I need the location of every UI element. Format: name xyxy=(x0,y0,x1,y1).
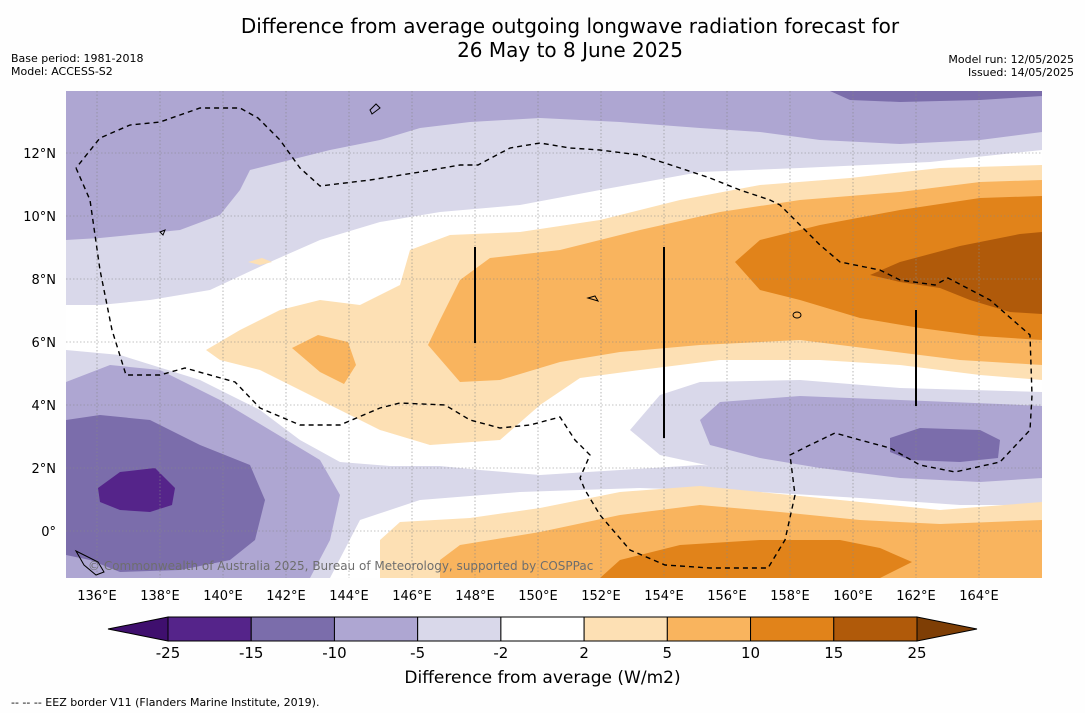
lon-tick-154e: 154°E xyxy=(644,589,684,604)
map-title: Difference from average outgoing longwav… xyxy=(0,14,1085,62)
island-outline xyxy=(586,295,600,302)
positive-region-small-patch xyxy=(292,335,356,384)
colorbar-segments xyxy=(167,616,918,642)
colorbar-labels: -25 -15 -10 -5 -2 2 5 10 15 25 xyxy=(156,644,927,662)
coastlines xyxy=(74,103,802,576)
lat-tick-12n: 12°N xyxy=(23,147,56,162)
lat-ticks: 12°N 10°N 8°N 6°N 4°N 2°N 0° xyxy=(23,147,56,540)
issued-date: Issued: 14/05/2025 xyxy=(967,66,1074,79)
positive-region-south-dark xyxy=(600,540,912,578)
colorbar-tick-label: -10 xyxy=(322,644,347,662)
lon-tick-150e: 150°E xyxy=(518,589,558,604)
colorbar-tick-label: 2 xyxy=(579,644,589,662)
lon-tick-148e: 148°E xyxy=(455,589,495,604)
eez-legend-footnote: -- -- -- EEZ border V11 (Flanders Marine… xyxy=(11,696,320,709)
lon-ticks: 136°E 138°E 140°E 142°E 144°E 146°E 148°… xyxy=(77,589,999,604)
eez-border xyxy=(75,107,1033,569)
lat-tick-2n: 2°N xyxy=(32,462,57,477)
negative-region-north-dark xyxy=(830,91,1042,102)
colorbar: -25 -15 -10 -5 -2 2 5 10 15 25 xyxy=(107,616,978,662)
title-line-1: Difference from average outgoing longwav… xyxy=(240,14,900,38)
title-line-2: 26 May to 8 June 2025 xyxy=(457,38,683,62)
colorbar-segment xyxy=(167,616,252,642)
base-period: Base period: 1981-2018 xyxy=(11,52,144,65)
colorbar-segment xyxy=(750,616,835,642)
lat-tick-10n: 10°N xyxy=(23,210,56,225)
positive-region-plume-darkest xyxy=(870,232,1042,314)
lon-tick-146e: 146°E xyxy=(392,589,432,604)
colorbar-tick-label: 15 xyxy=(824,644,843,662)
eez-palau-png-border xyxy=(75,107,1033,569)
colorbar-title: Difference from average (W/m2) xyxy=(404,668,681,688)
colorbar-tick-label: -15 xyxy=(239,644,264,662)
colorbar-max-arrow xyxy=(916,616,978,642)
colorbar-segment xyxy=(500,616,585,642)
lon-tick-140e: 140°E xyxy=(203,589,243,604)
colorbar-min-arrow xyxy=(107,616,169,642)
colorbar-tick-label: 10 xyxy=(741,644,760,662)
lon-tick-136e: 136°E xyxy=(77,589,117,604)
island-outline xyxy=(74,549,105,576)
island-outline xyxy=(792,311,802,319)
negative-region-north-mid xyxy=(66,91,1042,240)
island-outline xyxy=(159,229,166,236)
colorbar-segment xyxy=(833,616,918,642)
anomaly-field xyxy=(66,91,1042,578)
colorbar-tick-label: -2 xyxy=(493,644,508,662)
colorbar-segment xyxy=(666,616,752,642)
lon-tick-158e: 158°E xyxy=(770,589,810,604)
graticule xyxy=(66,91,1042,578)
lon-tick-152e: 152°E xyxy=(581,589,621,604)
lat-tick-6n: 6°N xyxy=(32,336,57,351)
colorbar-segment xyxy=(583,616,668,642)
colorbar-tick-label: 25 xyxy=(907,644,926,662)
meta-right: Model run: 12/05/2025 Issued: 14/05/2025 xyxy=(948,53,1074,79)
island-outline xyxy=(369,103,381,115)
meta-left: Base period: 1981-2018 Model: ACCESS-S2 xyxy=(11,52,143,78)
lon-tick-164e: 164°E xyxy=(959,589,999,604)
lon-tick-156e: 156°E xyxy=(707,589,747,604)
negative-region-sw-darkest xyxy=(98,468,175,512)
lat-tick-8n: 8°N xyxy=(32,273,57,288)
meridian-markers xyxy=(474,247,917,438)
colorbar-segment xyxy=(417,616,502,642)
model-name: Model: ACCESS-S2 xyxy=(11,65,113,78)
colorbar-tick-label: 5 xyxy=(663,644,673,662)
colorbar-segment xyxy=(333,616,419,642)
colorbar-tick-label: -5 xyxy=(410,644,425,662)
negative-region-east-dark xyxy=(890,428,1000,462)
colorbar-tick-label: -25 xyxy=(156,644,181,662)
lon-tick-142e: 142°E xyxy=(266,589,306,604)
lon-tick-162e: 162°E xyxy=(896,589,936,604)
model-run: Model run: 12/05/2025 xyxy=(948,53,1074,66)
lat-tick-0: 0° xyxy=(41,525,56,540)
lon-tick-144e: 144°E xyxy=(329,589,369,604)
lon-tick-160e: 160°E xyxy=(833,589,873,604)
lon-tick-138e: 138°E xyxy=(140,589,180,604)
copyright-text: © Commonwealth of Australia 2025, Bureau… xyxy=(88,559,593,573)
positive-region-small-blob xyxy=(248,258,272,265)
colorbar-segment xyxy=(250,616,335,642)
lat-tick-4n: 4°N xyxy=(32,399,57,414)
